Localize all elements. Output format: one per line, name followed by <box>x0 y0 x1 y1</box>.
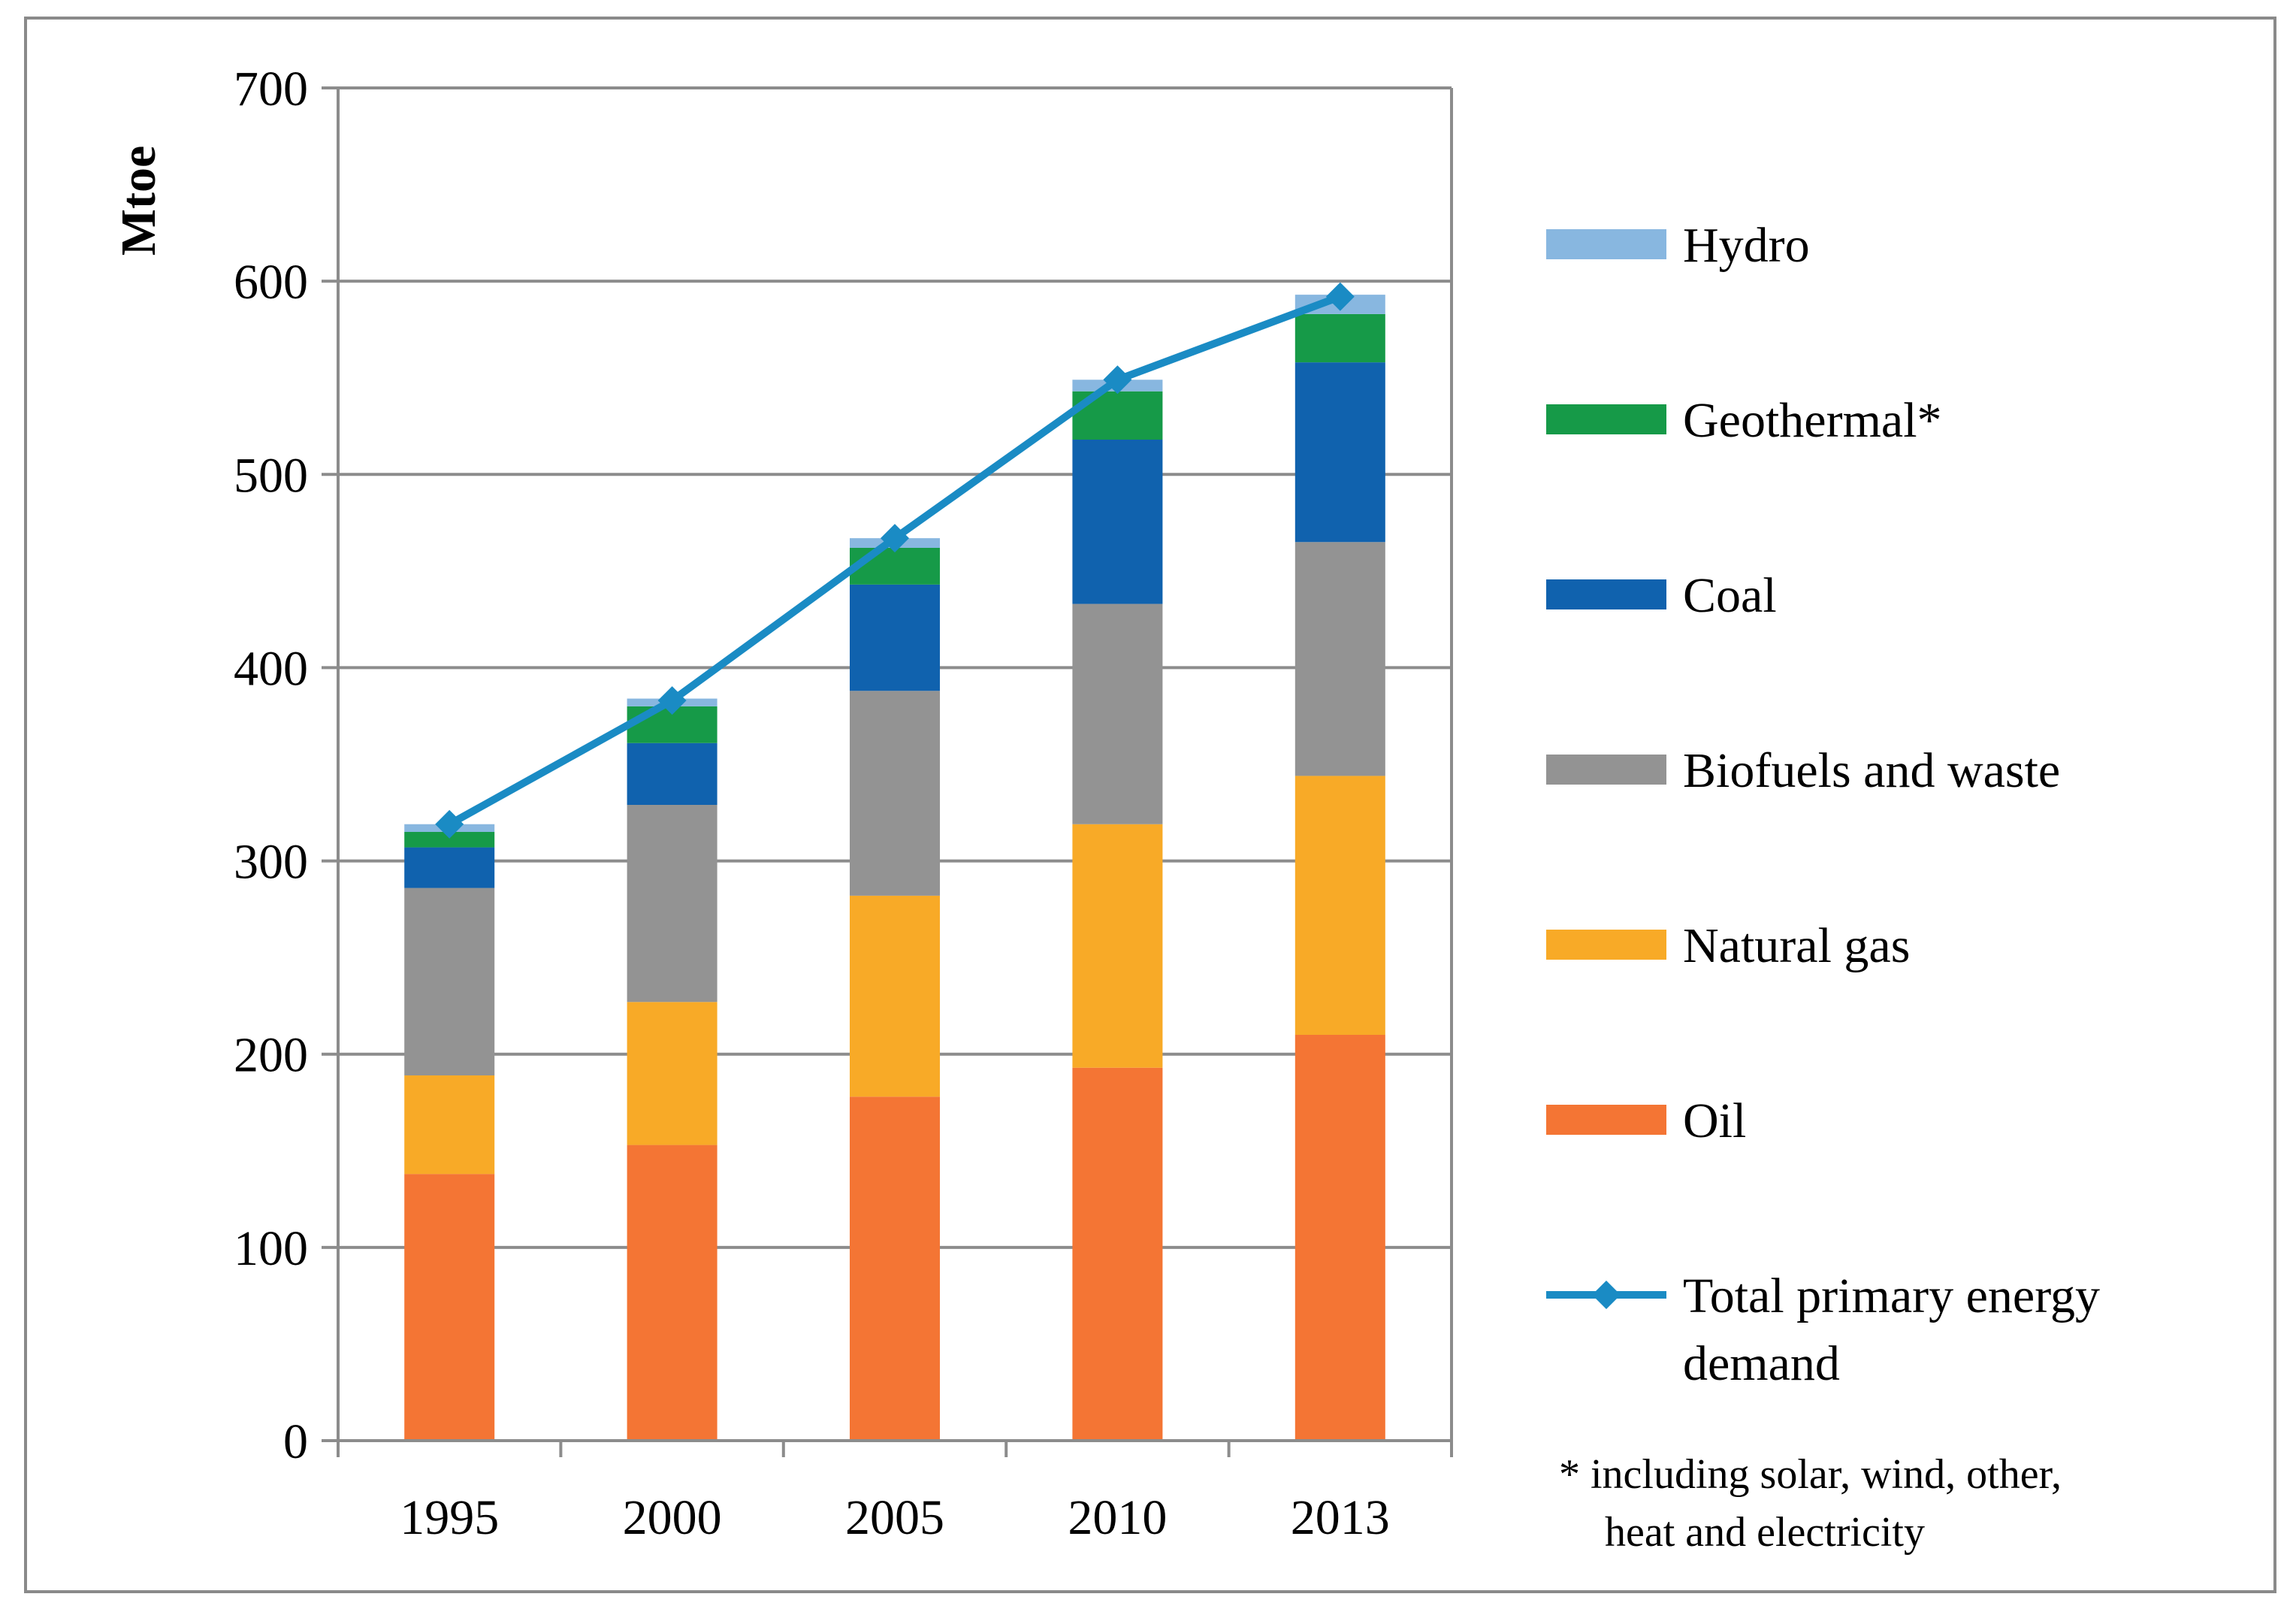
legend-swatch-oil <box>1546 1105 1666 1135</box>
point-total-2000 <box>657 686 687 715</box>
point-total-2010 <box>1103 365 1132 395</box>
point-total-2005 <box>881 524 909 553</box>
bar-oil-2005 <box>850 1096 940 1441</box>
gridlines <box>338 86 1453 1441</box>
y-tick-label-700: 700 <box>234 62 308 116</box>
bar-biofuels-and-waste-2005 <box>850 691 940 896</box>
bar-geothermal-1995 <box>404 832 495 848</box>
legend-swatch-geothermal <box>1546 404 1666 434</box>
legend-label-hydro: Hydro <box>1683 218 1810 273</box>
bar-biofuels-and-waste-2013 <box>1295 542 1385 776</box>
total-line <box>435 282 1355 839</box>
y-tick-label-500: 500 <box>234 448 308 503</box>
bar-geothermal-2005 <box>850 548 940 585</box>
footnote-line-2: heat and electricity <box>1605 1509 1925 1556</box>
x-tick-label-2013: 2013 <box>1291 1490 1390 1545</box>
legend-label-oil: Oil <box>1683 1093 1746 1148</box>
legend-label-total-line-2: demand <box>1683 1336 1840 1391</box>
y-tick-label-100: 100 <box>234 1221 308 1276</box>
y-tick-label-300: 300 <box>234 835 308 890</box>
y-tick-label-600: 600 <box>234 255 308 310</box>
legend-label-geothermal: Geothermal* <box>1683 393 1942 448</box>
legend-label-biofuels-and-waste: Biofuels and waste <box>1683 743 2060 798</box>
bar-natural-gas-2005 <box>850 895 940 1097</box>
point-total-1995 <box>435 809 464 839</box>
bar-coal-2000 <box>627 742 718 805</box>
x-tick-label-1995: 1995 <box>400 1490 499 1545</box>
bar-coal-2013 <box>1295 362 1385 543</box>
bar-biofuels-and-waste-2010 <box>1072 603 1163 824</box>
footnote-line-1: * including solar, wind, other, <box>1559 1451 2062 1498</box>
bar-oil-2013 <box>1295 1035 1385 1441</box>
legend-swatch-hydro <box>1546 229 1666 259</box>
y-axis-label: Mtoe <box>111 146 166 256</box>
bar-natural-gas-2010 <box>1072 824 1163 1068</box>
bar-oil-2000 <box>627 1145 718 1441</box>
bar-coal-2010 <box>1072 440 1163 604</box>
bar-geothermal-2013 <box>1295 313 1385 363</box>
bar-oil-1995 <box>404 1174 495 1441</box>
legend-label-total-line-1: Total primary energy <box>1683 1269 2100 1323</box>
legend-swatch-biofuels-and-waste <box>1546 755 1666 785</box>
bar-coal-1995 <box>404 847 495 888</box>
point-total-2013 <box>1325 282 1355 311</box>
bars <box>404 295 1385 1441</box>
x-tick-label-2000: 2000 <box>623 1490 722 1545</box>
axes: 0 100 200 300 400 500 600 700 1995 2000 2005 2010 20… <box>234 62 1453 1545</box>
legend-label-natural-gas: Natural gas <box>1683 918 1910 973</box>
bar-biofuels-and-waste-2000 <box>627 805 718 1003</box>
legend-swatch-natural-gas <box>1546 930 1666 960</box>
bar-natural-gas-2000 <box>627 1002 718 1145</box>
x-tick-label-2010: 2010 <box>1068 1490 1167 1545</box>
bar-biofuels-and-waste-1995 <box>404 888 495 1075</box>
legend: Hydro Geothermal* Coal Biofuels and waste Na… <box>1546 218 2100 1391</box>
bar-natural-gas-2013 <box>1295 776 1385 1035</box>
y-tick-label-0: 0 <box>283 1414 308 1469</box>
y-tick-label-400: 400 <box>234 641 308 696</box>
bar-natural-gas-1995 <box>404 1075 495 1175</box>
legend-swatch-coal <box>1546 579 1666 609</box>
y-tick-label-200: 200 <box>234 1028 308 1083</box>
bar-coal-2005 <box>850 584 940 691</box>
legend-label-coal: Coal <box>1683 568 1777 623</box>
legend-swatch-total-marker <box>1592 1281 1621 1309</box>
bar-oil-2010 <box>1072 1067 1163 1441</box>
x-tick-label-2005: 2005 <box>845 1490 944 1545</box>
